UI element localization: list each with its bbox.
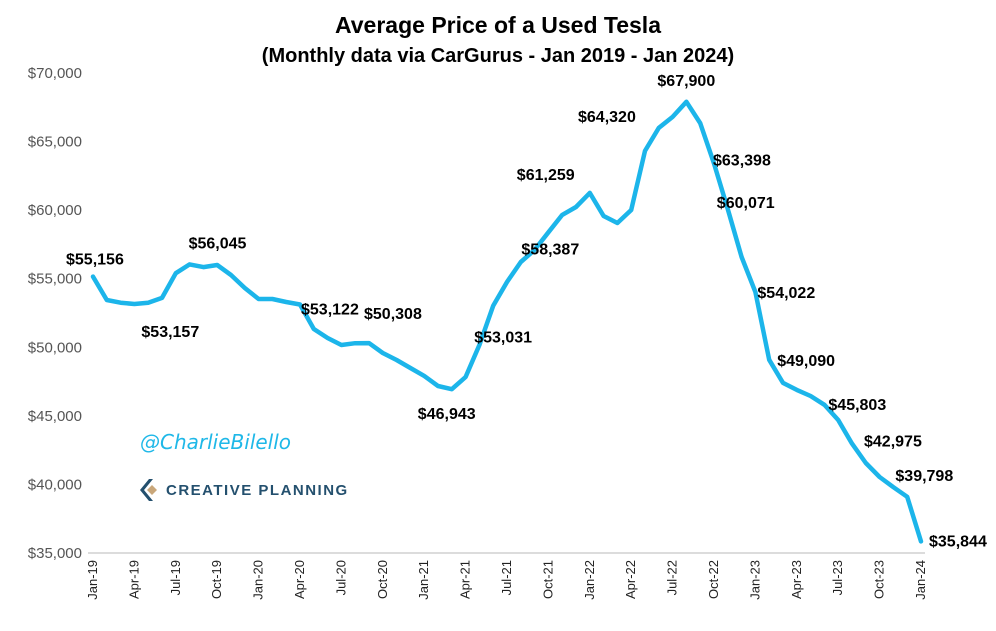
x-tick-label: Jul-22 xyxy=(665,560,680,595)
data-label: $39,798 xyxy=(895,468,953,485)
chart-title: Average Price of a Used Tesla xyxy=(335,12,661,38)
price-line xyxy=(90,99,924,544)
x-tick-label: Jul-20 xyxy=(333,560,348,595)
data-label: $61,259 xyxy=(517,167,575,184)
x-tick-label: Jul-19 xyxy=(168,560,183,595)
x-tick-label: Jul-23 xyxy=(830,560,845,595)
y-tick-label: $50,000 xyxy=(28,339,82,356)
data-label: $45,803 xyxy=(828,397,886,414)
x-tick-label: Oct-23 xyxy=(872,560,887,599)
data-label: $60,071 xyxy=(717,195,775,212)
x-tick-label: Apr-21 xyxy=(458,560,473,599)
data-label: $46,943 xyxy=(418,406,476,423)
creative-planning-logo: CREATIVE PLANNING xyxy=(138,478,349,502)
data-label: $53,031 xyxy=(474,330,532,347)
data-label: $55,156 xyxy=(66,252,124,269)
y-tick-label: $35,000 xyxy=(28,545,82,562)
x-tick-label: Jan-19 xyxy=(85,560,100,600)
x-tick-label: Jan-21 xyxy=(416,560,431,600)
x-tick-label: Oct-20 xyxy=(375,560,390,599)
logo-text: CREATIVE PLANNING xyxy=(166,481,349,499)
x-tick-label: Oct-22 xyxy=(706,560,721,599)
data-label: $35,844 xyxy=(929,533,987,550)
y-tick-label: $40,000 xyxy=(28,476,82,493)
x-tick-label: Apr-19 xyxy=(126,560,141,599)
author-handle: @CharlieBilello xyxy=(140,430,292,454)
chart-subtitle: (Monthly data via CarGurus - Jan 2019 - … xyxy=(261,45,735,67)
data-label: $53,157 xyxy=(141,324,199,341)
data-label: $53,122 xyxy=(301,301,359,318)
x-tick-label: Jan-24 xyxy=(913,560,928,600)
x-tick-label: Jan-22 xyxy=(582,560,597,600)
x-tick-label: Apr-22 xyxy=(623,560,638,599)
y-tick-label: $55,000 xyxy=(28,271,82,288)
x-tick-label: Oct-21 xyxy=(540,560,555,599)
data-label: $49,090 xyxy=(777,353,835,370)
data-label: $64,320 xyxy=(578,109,636,126)
x-tick-label: Apr-20 xyxy=(292,560,307,599)
data-label: $56,045 xyxy=(189,235,247,252)
logo-mark-icon xyxy=(140,479,157,501)
y-tick-label: $60,000 xyxy=(28,202,82,219)
data-label: $50,308 xyxy=(364,306,422,323)
data-label: $63,398 xyxy=(713,153,771,170)
data-label: $54,022 xyxy=(757,285,815,302)
x-tick-label: Apr-23 xyxy=(789,560,804,599)
y-tick-label: $45,000 xyxy=(28,408,82,425)
y-tick-label: $70,000 xyxy=(28,65,82,82)
data-label: $67,900 xyxy=(657,73,715,90)
x-tick-label: Jan-20 xyxy=(251,560,266,600)
x-tick-label: Jul-21 xyxy=(499,560,514,595)
x-tick-label: Jan-23 xyxy=(747,560,762,600)
data-label: $42,975 xyxy=(864,434,922,451)
x-tick-label: Oct-19 xyxy=(209,560,224,599)
data-label: $58,387 xyxy=(521,241,579,258)
y-tick-label: $65,000 xyxy=(28,134,82,151)
